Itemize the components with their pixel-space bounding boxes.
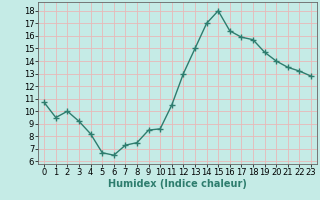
X-axis label: Humidex (Indice chaleur): Humidex (Indice chaleur) [108,179,247,189]
